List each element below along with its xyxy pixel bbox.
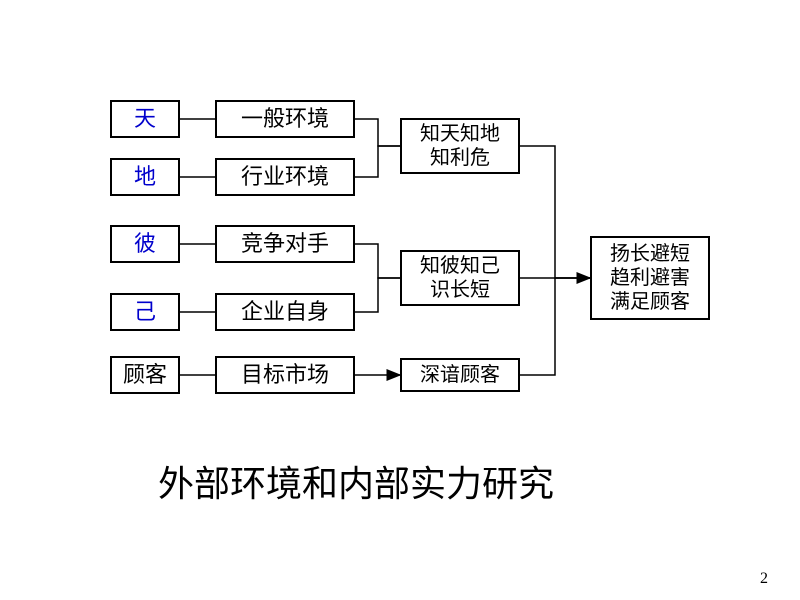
node-col1-4: 顾客 xyxy=(110,356,180,394)
node-col3b-0: 深谙顾客 xyxy=(400,358,520,392)
node-col1-1: 地 xyxy=(110,158,180,196)
node-col3-0: 知天知地 知利危 xyxy=(400,118,520,174)
node-col2-4: 目标市场 xyxy=(215,356,355,394)
node-col3-1: 知彼知己 识长短 xyxy=(400,250,520,306)
node-col1-2: 彼 xyxy=(110,225,180,263)
node-col1-0: 天 xyxy=(110,100,180,138)
node-col1-3: 己 xyxy=(110,293,180,331)
diagram-title: 外部环境和内部实力研究 xyxy=(158,455,554,507)
node-col2-2: 竞争对手 xyxy=(215,225,355,263)
node-col2-3: 企业自身 xyxy=(215,293,355,331)
node-col2-1: 行业环境 xyxy=(215,158,355,196)
page-number: 2 xyxy=(760,570,768,588)
node-col2-0: 一般环境 xyxy=(215,100,355,138)
node-col4-0: 扬长避短 趋利避害 满足顾客 xyxy=(590,236,710,320)
